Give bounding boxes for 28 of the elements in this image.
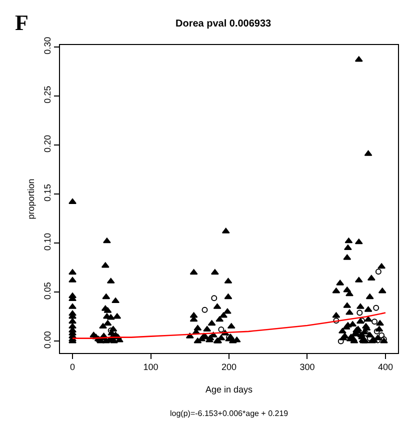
text: F	[15, 10, 28, 35]
x-tick-label: 400	[378, 362, 393, 372]
point	[374, 328, 380, 334]
point	[375, 268, 382, 275]
point	[202, 306, 208, 313]
y-tick-label: 0.10	[42, 233, 52, 251]
point	[333, 318, 340, 324]
chart-title: Dorea pval 0.006933	[175, 18, 272, 30]
y-tick-label: 0.05	[42, 282, 52, 300]
x-tick-label: 200	[221, 362, 237, 372]
y-axis-title: proportion	[26, 178, 36, 220]
x-tick-label: 100	[143, 362, 158, 372]
x-tick-label: 0	[70, 362, 76, 372]
point	[373, 304, 380, 311]
text: log(p)=-6.153+0.006*age + 0.219	[170, 409, 289, 418]
point	[356, 310, 363, 316]
y-tick-label: 0.30	[42, 36, 52, 54]
y-tick-label: 0.00	[42, 331, 52, 349]
point	[211, 295, 218, 302]
point	[218, 326, 224, 332]
y-tick-label: 0.15	[42, 184, 52, 202]
y-tick-label: 0.20	[42, 134, 52, 152]
point	[372, 318, 378, 325]
point	[378, 332, 385, 338]
y-tick-label: 0.25	[42, 86, 52, 104]
point	[338, 338, 344, 344]
x-tick-label: 300	[300, 362, 315, 372]
x-axis-title: Age in days	[205, 384, 254, 395]
